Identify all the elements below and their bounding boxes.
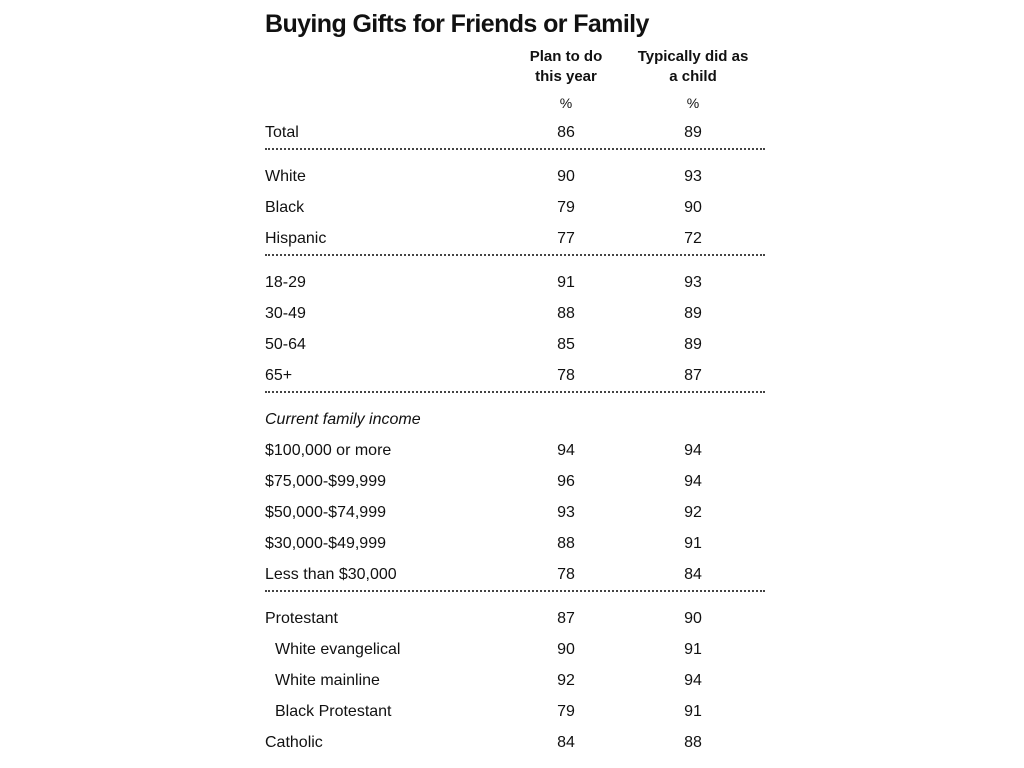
unit-label: % [559, 95, 573, 111]
row-label: White evangelical [275, 641, 401, 658]
cell-value: 91 [684, 641, 702, 658]
row-label: Less than $30,000 [265, 566, 397, 583]
cell-value: 87 [557, 610, 575, 627]
cell-value: 91 [557, 274, 575, 291]
section-heading: Current family income [265, 411, 421, 428]
cell-value: 84 [557, 734, 575, 751]
table-title: Buying Gifts for Friends or Family [265, 10, 649, 38]
row-label: Catholic [265, 734, 323, 751]
row-label: Black Protestant [275, 703, 392, 720]
cell-value: 79 [557, 703, 575, 720]
row-label: $100,000 or more [265, 442, 392, 459]
cell-value: 93 [557, 504, 575, 521]
column-header: Plan to do [529, 48, 603, 65]
cell-value: 86 [557, 124, 575, 141]
cell-value: 88 [684, 734, 702, 751]
cell-value: 90 [684, 199, 702, 216]
row-label: Total [265, 124, 299, 141]
cell-value: 93 [684, 274, 702, 291]
cell-value: 88 [557, 305, 575, 322]
separator [265, 391, 765, 393]
cell-value: 91 [684, 535, 702, 552]
row-label: Black [265, 199, 305, 216]
unit-label: % [686, 95, 700, 111]
row-label: $50,000-$74,999 [265, 504, 386, 521]
cell-value: 72 [684, 230, 702, 247]
cell-value: 96 [557, 473, 575, 490]
column-header: a child [669, 68, 717, 85]
separator [265, 148, 765, 150]
row-label: 50-64 [265, 336, 306, 353]
cell-value: 93 [684, 168, 702, 185]
cell-value: 92 [684, 504, 702, 521]
cell-value: 89 [684, 124, 702, 141]
cell-value: 84 [684, 566, 702, 583]
cell-value: 94 [684, 672, 702, 689]
cell-value: 78 [557, 367, 575, 384]
cell-value: 91 [684, 703, 702, 720]
cell-value: 87 [684, 367, 702, 384]
cell-value: 92 [557, 672, 575, 689]
cell-value: 77 [557, 230, 575, 247]
column-header: Typically did as [637, 48, 749, 65]
row-label: White [265, 168, 306, 185]
cell-value: 94 [557, 442, 575, 459]
cell-value: 94 [684, 442, 702, 459]
cell-value: 90 [557, 168, 575, 185]
cell-value: 78 [557, 566, 575, 583]
column-header: this year [535, 68, 597, 85]
cell-value: 89 [684, 336, 702, 353]
row-label: 30-49 [265, 305, 306, 322]
row-label: $30,000-$49,999 [265, 535, 386, 552]
cell-value: 85 [557, 336, 575, 353]
cell-value: 90 [684, 610, 702, 627]
row-label: 18-29 [265, 274, 306, 291]
cell-value: 94 [684, 473, 702, 490]
row-label: Protestant [265, 610, 338, 627]
separator [265, 254, 765, 256]
cell-value: 88 [557, 535, 575, 552]
cell-value: 90 [557, 641, 575, 658]
cell-value: 89 [684, 305, 702, 322]
cell-value: 79 [557, 199, 575, 216]
row-label: Hispanic [265, 230, 327, 247]
row-label: $75,000-$99,999 [265, 473, 386, 490]
row-label: White mainline [275, 672, 380, 689]
row-label: 65+ [265, 367, 293, 384]
separator [265, 590, 765, 592]
